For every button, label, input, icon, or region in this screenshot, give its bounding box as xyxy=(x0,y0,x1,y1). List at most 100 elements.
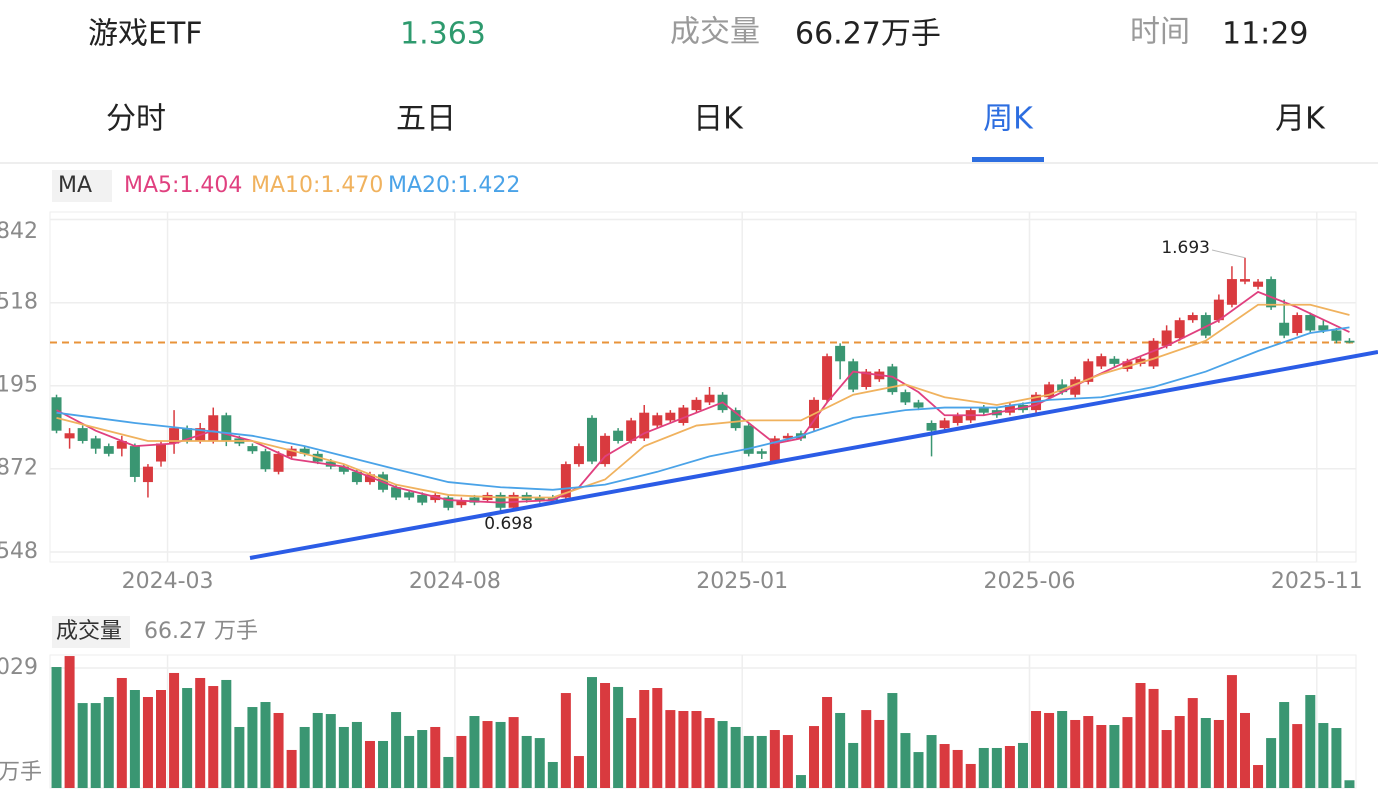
volume-bar xyxy=(247,707,258,788)
volume-bar xyxy=(338,726,349,788)
volume-bar xyxy=(639,690,650,788)
candle-body xyxy=(273,453,284,472)
legend-title: MA xyxy=(58,173,92,198)
candle-body xyxy=(1070,379,1081,395)
candle-body xyxy=(586,417,597,462)
candle-body xyxy=(404,492,415,498)
volume-bar xyxy=(913,752,924,788)
time: 11:29 xyxy=(1222,17,1308,52)
tab-bar: 分时 五日 日K 周K 月K xyxy=(106,102,1326,162)
volume-bar xyxy=(678,711,689,788)
volume-bar xyxy=(848,742,859,788)
candle-body xyxy=(247,446,258,452)
candle-body xyxy=(665,412,676,421)
candle-body xyxy=(730,410,741,429)
volume-bar xyxy=(1135,683,1146,788)
volume-bar xyxy=(1004,746,1015,788)
volume-bar xyxy=(626,718,637,788)
volume-bar xyxy=(717,721,728,788)
candle-body xyxy=(1044,384,1055,398)
volume-bar xyxy=(1239,712,1250,788)
candle-body xyxy=(573,446,584,465)
volume-bar xyxy=(495,721,506,788)
volume-bar xyxy=(652,688,663,788)
volume-bar xyxy=(1331,728,1342,788)
candle-body xyxy=(939,420,950,429)
volume-frame xyxy=(49,654,1357,789)
volume-bar xyxy=(51,667,62,788)
volume-bar xyxy=(521,735,532,788)
plot-frame xyxy=(49,211,1357,563)
trend-line xyxy=(249,350,1378,560)
volume-bar xyxy=(573,756,584,788)
candle-body xyxy=(1161,330,1172,346)
candle-body xyxy=(639,412,650,439)
price: 1.363 xyxy=(400,17,486,52)
legend-entry: MA5:1.404 xyxy=(124,173,242,198)
volume-bar xyxy=(1031,711,1042,788)
candle-body xyxy=(913,402,924,408)
volume-bar xyxy=(430,726,441,788)
volume-bar xyxy=(286,749,297,788)
candle-body xyxy=(1200,315,1211,336)
tab[interactable]: 月K xyxy=(1275,102,1326,137)
volume-bar xyxy=(560,693,571,788)
ma-line xyxy=(56,290,1350,504)
volume-bar xyxy=(482,721,493,788)
candle-body xyxy=(769,438,780,462)
volume: 66.27万手 xyxy=(795,17,941,52)
candle-body xyxy=(338,466,349,472)
volume-bar xyxy=(991,747,1002,788)
candle-body xyxy=(1239,279,1250,282)
volume-legend-box xyxy=(52,616,130,648)
volume-bar xyxy=(1279,702,1290,788)
candle-body xyxy=(900,392,911,403)
volume-bar xyxy=(169,672,180,788)
tab[interactable]: 周K xyxy=(983,102,1034,137)
candle-body xyxy=(1213,299,1224,321)
volume-bar xyxy=(103,697,114,788)
tab[interactable]: 五日 xyxy=(396,102,456,137)
candle-body xyxy=(613,430,624,441)
volume-bar xyxy=(221,679,232,788)
candle-body xyxy=(1266,279,1277,308)
candle-body xyxy=(116,440,127,449)
volume-bar xyxy=(64,656,75,788)
volume-bar xyxy=(1187,698,1198,788)
volume-bar xyxy=(534,738,545,788)
volume-bar xyxy=(835,712,846,788)
volume-bar xyxy=(325,714,336,788)
volume-bar xyxy=(208,686,219,788)
volume-bar xyxy=(1057,711,1068,788)
volume-bar xyxy=(1305,695,1316,788)
volume-bar xyxy=(312,712,323,788)
candle-body xyxy=(51,397,62,431)
y-tick-label: 0.548 xyxy=(0,539,38,564)
tab[interactable]: 日K xyxy=(693,102,744,137)
candle-body xyxy=(652,415,663,426)
candle-body xyxy=(221,415,232,441)
volume-bar xyxy=(182,688,193,788)
volume-bar xyxy=(129,690,140,788)
volume-bar xyxy=(90,703,101,788)
annotation-leader xyxy=(1211,249,1246,259)
ma-line xyxy=(56,326,1350,491)
volume-bar xyxy=(469,716,480,788)
volume-bar xyxy=(443,756,454,788)
volume-label: 成交量 xyxy=(670,15,760,50)
volume-bar xyxy=(1226,675,1237,788)
volume-bar xyxy=(926,735,937,788)
tab[interactable]: 分时 xyxy=(106,102,166,137)
volume-bar xyxy=(351,721,362,788)
volume-bar xyxy=(743,735,754,788)
volume-bar xyxy=(1292,724,1303,788)
candle-body xyxy=(286,448,297,457)
candle-body xyxy=(90,438,101,449)
max-annotation: 1.693 xyxy=(1161,238,1210,258)
candle-body xyxy=(1279,322,1290,336)
volume-bar xyxy=(1253,765,1264,788)
volume-bar xyxy=(861,710,872,788)
